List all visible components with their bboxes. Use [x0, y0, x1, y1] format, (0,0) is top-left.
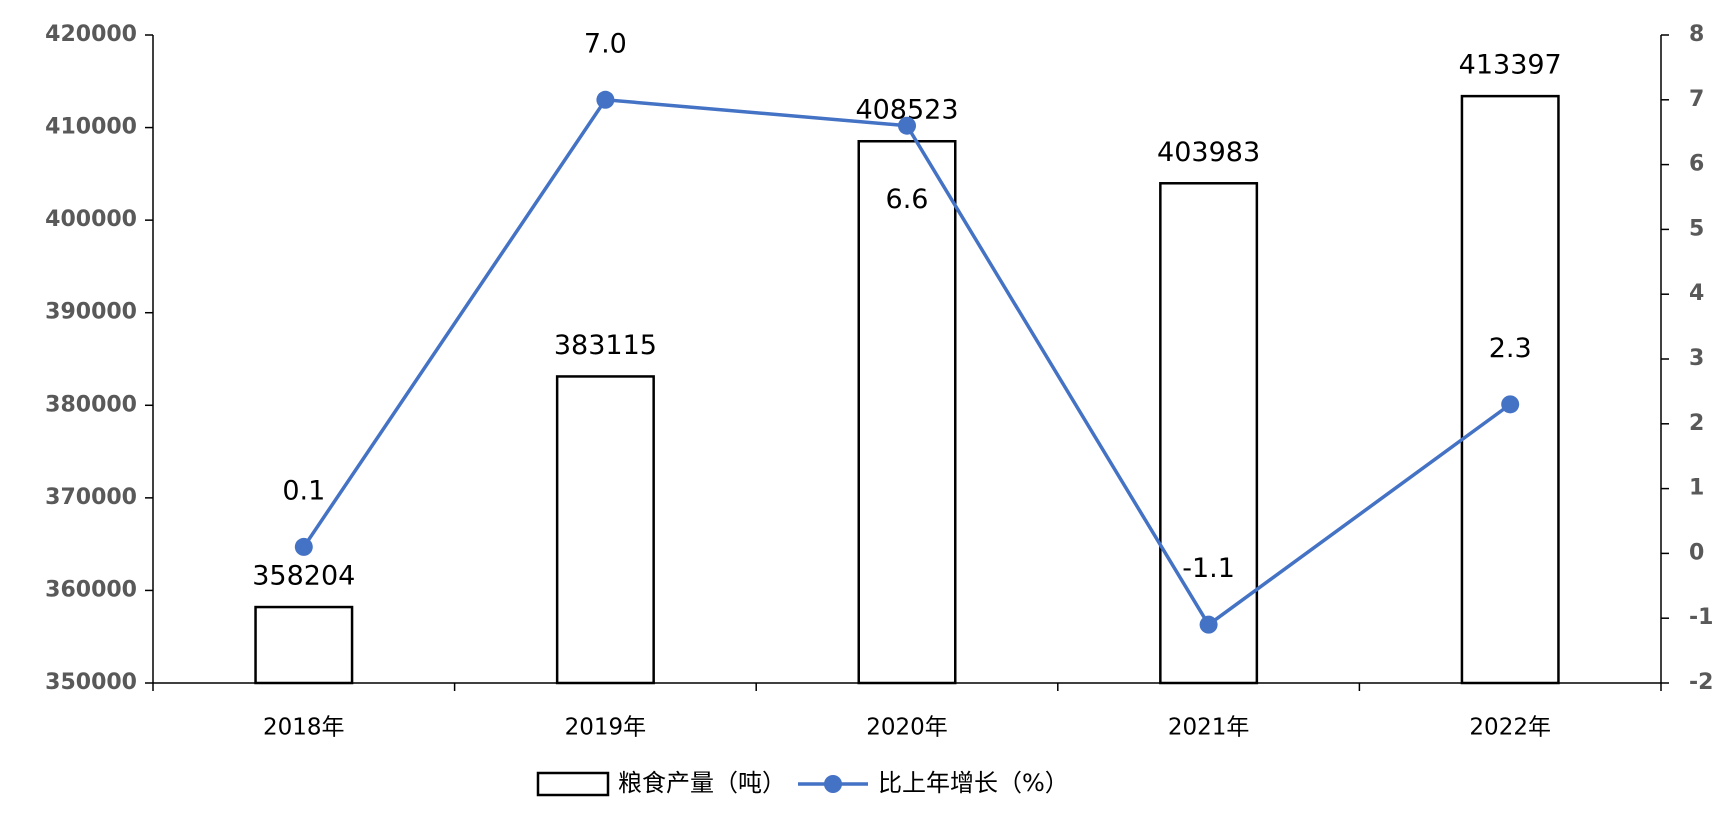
y2-tick-label: 5 — [1689, 216, 1704, 241]
y2-tick-label: -1 — [1689, 605, 1713, 630]
bar-label: 403983 — [1157, 137, 1260, 168]
legend-label: 比上年增长（%） — [878, 769, 1069, 797]
y2-tick-label: 3 — [1689, 346, 1704, 371]
x-tick-label: 2022年 — [1469, 715, 1551, 741]
legend-label: 粮食产量（吨） — [618, 769, 786, 797]
y-tick-label: 410000 — [45, 115, 137, 140]
line-label: 7.0 — [584, 28, 627, 59]
legend-swatch — [824, 775, 842, 793]
bar — [254, 605, 354, 685]
y2-tick-label: -2 — [1689, 670, 1713, 695]
line-point — [294, 537, 313, 556]
y2-tick-label: 4 — [1689, 281, 1704, 306]
y2-tick-label: 0 — [1689, 540, 1704, 565]
y2-tick-label: 8 — [1689, 22, 1704, 47]
line-label: -1.1 — [1182, 553, 1235, 584]
x-tick-label: 2020年 — [866, 715, 948, 741]
y2-tick-label: 7 — [1689, 87, 1704, 112]
y-tick-label: 350000 — [45, 670, 137, 695]
line-label: 2.3 — [1489, 333, 1532, 364]
x-tick-label: 2019年 — [565, 715, 647, 741]
x-tick-label: 2018年 — [263, 715, 345, 741]
x-tick-label: 2021年 — [1168, 715, 1250, 741]
bar — [555, 375, 655, 685]
bar — [1159, 182, 1259, 685]
y2-tick-label: 6 — [1689, 152, 1704, 177]
y-tick-label: 390000 — [45, 300, 137, 325]
y2-tick-label: 1 — [1689, 476, 1704, 501]
line-point — [898, 116, 916, 135]
y2-tick-label: 2 — [1689, 411, 1704, 436]
bar — [857, 139, 957, 685]
line-point — [596, 90, 615, 109]
y-tick-label: 360000 — [45, 577, 137, 602]
legend-swatch — [536, 771, 610, 797]
y-tick-label: 380000 — [45, 392, 137, 417]
line-point — [1501, 395, 1520, 414]
y-tick-label: 420000 — [45, 22, 137, 47]
line-point — [1199, 615, 1218, 634]
bar-label: 413397 — [1459, 50, 1562, 81]
line-label: 0.1 — [282, 475, 325, 506]
y-tick-label: 370000 — [45, 485, 137, 510]
line-label: 6.6 — [886, 184, 929, 215]
y-tick-label: 400000 — [45, 207, 137, 232]
bar-label: 383115 — [554, 330, 657, 361]
bar — [1460, 94, 1560, 685]
bar-label: 358204 — [252, 561, 355, 592]
